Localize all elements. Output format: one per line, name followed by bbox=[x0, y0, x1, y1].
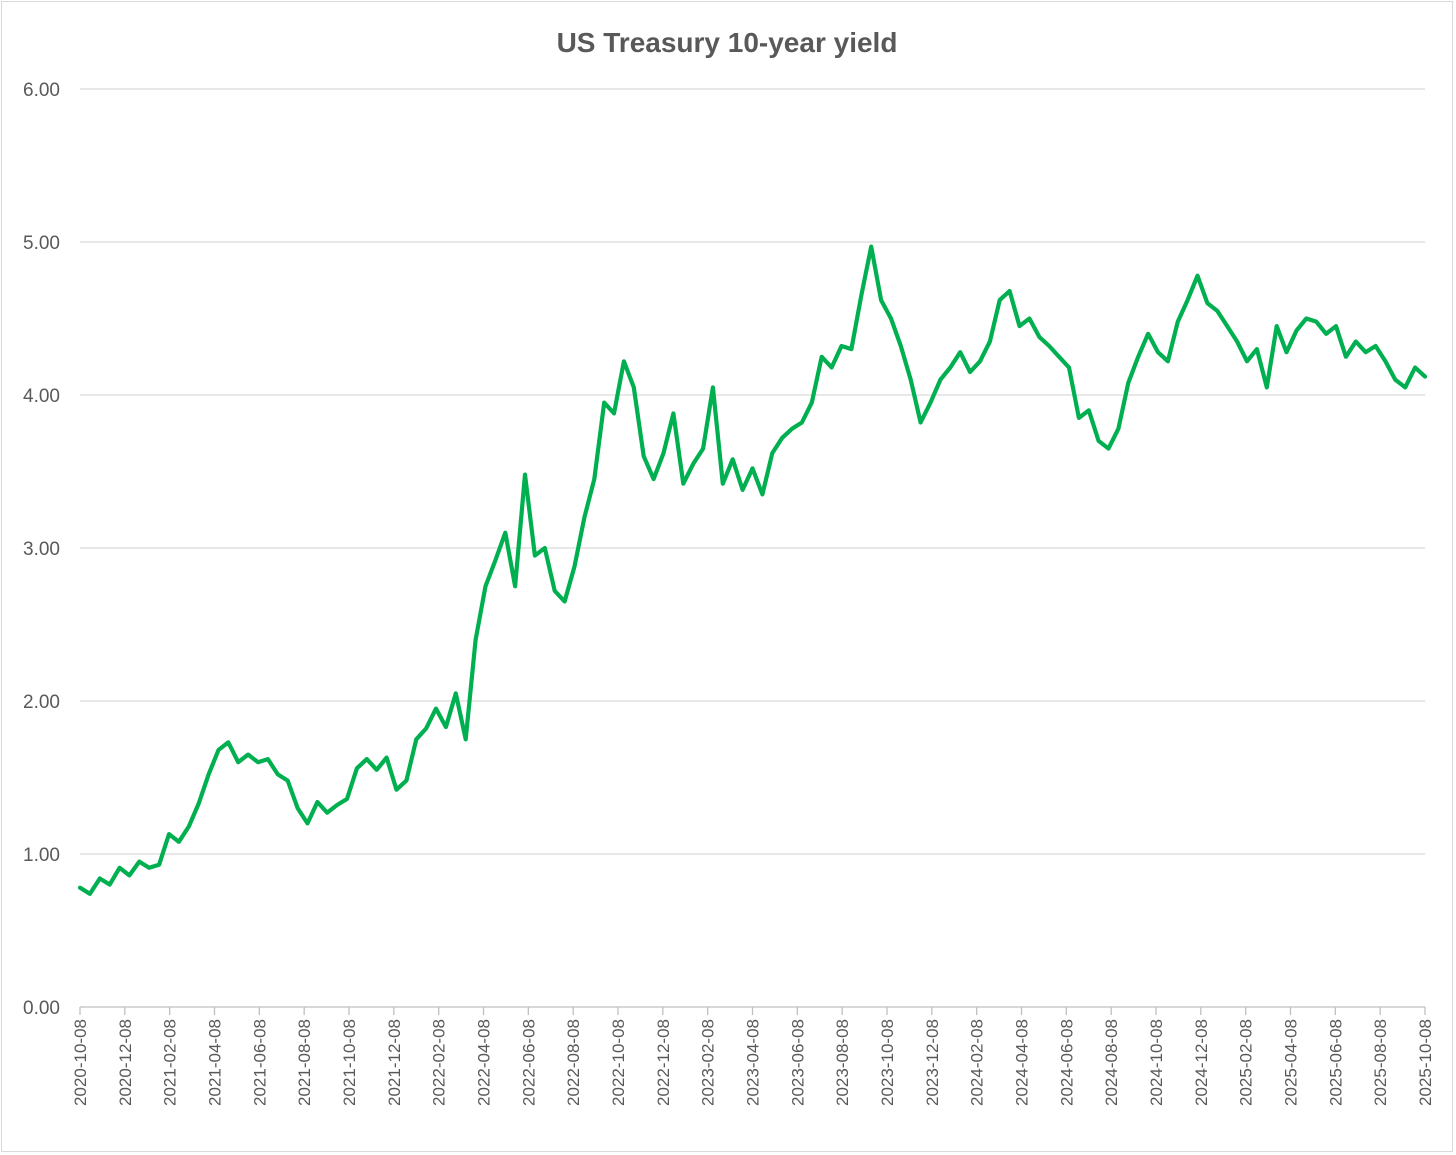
x-tick-label: 2025-04-08 bbox=[1282, 1019, 1301, 1106]
y-axis-labels: 0.00 1.00 2.00 3.00 4.00 5.00 6.00 bbox=[23, 80, 60, 1019]
series-line-0 bbox=[77, 244, 1428, 896]
y-tick-label: 6.00 bbox=[23, 80, 60, 101]
y-tick-label: 5.00 bbox=[23, 233, 60, 254]
x-tick-label: 2022-12-08 bbox=[654, 1019, 673, 1106]
x-tick-label: 2021-12-08 bbox=[385, 1019, 404, 1106]
x-tick-label: 2024-04-08 bbox=[1013, 1019, 1032, 1106]
x-tick-label: 2022-10-08 bbox=[609, 1019, 628, 1106]
x-tick-label: 2021-02-08 bbox=[161, 1019, 180, 1106]
x-tick-label: 2024-02-08 bbox=[968, 1019, 987, 1106]
x-tick-label: 2025-08-08 bbox=[1371, 1019, 1390, 1106]
x-tick-label: 2022-04-08 bbox=[475, 1019, 494, 1106]
x-tick-label: 2020-12-08 bbox=[116, 1019, 135, 1106]
x-tick-label: 2025-02-08 bbox=[1237, 1019, 1256, 1106]
y-tick-label: 0.00 bbox=[23, 998, 60, 1019]
x-tick-label: 2022-02-08 bbox=[430, 1019, 449, 1106]
x-tick-label: 2021-08-08 bbox=[295, 1019, 314, 1106]
x-tick-label: 2023-12-08 bbox=[923, 1019, 942, 1106]
gridlines bbox=[80, 88, 1425, 855]
x-tick-label: 2025-10-08 bbox=[1416, 1019, 1435, 1106]
x-tick-label: 2024-10-08 bbox=[1147, 1019, 1166, 1106]
series-layer bbox=[77, 244, 1428, 896]
y-tick-label: 1.00 bbox=[23, 845, 60, 866]
x-tick-label: 2022-08-08 bbox=[564, 1019, 583, 1106]
x-tick-label: 2023-10-08 bbox=[878, 1019, 897, 1106]
x-tick-label: 2024-06-08 bbox=[1057, 1019, 1076, 1106]
x-tick-label: 2020-10-08 bbox=[71, 1019, 90, 1106]
y-tick-label: 3.00 bbox=[23, 539, 60, 560]
x-tick-label: 2023-04-08 bbox=[744, 1019, 763, 1106]
x-tick-label: 2023-06-08 bbox=[788, 1019, 807, 1106]
x-tick-label: 2022-06-08 bbox=[519, 1019, 538, 1106]
x-axis: 2020-10-08 2020-12-08 2021-02-08 2021-04-08… bbox=[71, 1006, 1435, 1106]
x-tick-label: 2023-02-08 bbox=[699, 1019, 718, 1106]
x-tick-label: 2021-10-08 bbox=[340, 1019, 359, 1106]
chart-title: US Treasury 10-year yield bbox=[557, 27, 898, 58]
y-tick-label: 4.00 bbox=[23, 386, 60, 407]
x-tick-label: 2021-06-08 bbox=[250, 1019, 269, 1106]
x-tick-label: 2024-08-08 bbox=[1102, 1019, 1121, 1106]
x-tick-label: 2021-04-08 bbox=[206, 1019, 225, 1106]
x-tick-label: 2023-08-08 bbox=[833, 1019, 852, 1106]
y-tick-label: 2.00 bbox=[23, 692, 60, 713]
x-tick-label: 2024-12-08 bbox=[1192, 1019, 1211, 1106]
x-tick-label: 2025-06-08 bbox=[1326, 1019, 1345, 1106]
